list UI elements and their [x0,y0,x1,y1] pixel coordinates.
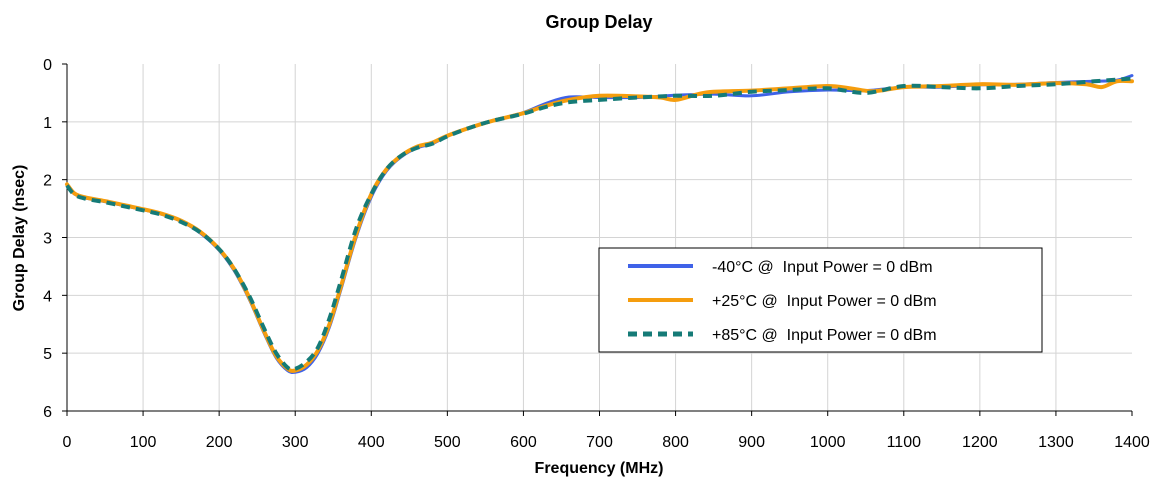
legend-label-3: +85°C @ Input Power = 0 dBm [712,327,937,344]
legend-label-2: +25°C @ Input Power = 0 dBm [712,293,937,310]
y-tick-label: 5 [43,346,52,363]
x-tick-label: 300 [282,434,309,451]
y-axis-title: Group Delay (nsec) [11,165,28,312]
x-tick-label: 1100 [887,434,922,451]
x-tick-label: 700 [586,434,613,451]
series-lines [65,74,1134,375]
y-tick-label: 3 [43,231,52,248]
y-tick-label: 4 [43,288,52,305]
y-tick-label: 1 [43,115,52,132]
chart-title: Group Delay [545,12,652,32]
y-tick-label: 0 [43,57,52,74]
grid [67,64,1132,411]
axes [62,63,1133,416]
x-tick-label: 100 [130,434,157,451]
x-tick-label: 400 [358,434,385,451]
series-line-3 [65,76,1133,372]
x-tick-label: 500 [434,434,461,451]
x-tick-label: 900 [738,434,765,451]
tick-labels: 0 100 200 300 400 500 600 700 800 900 1000 1100 1200… [43,57,1150,451]
x-axis-title: Frequency (MHz) [535,460,664,477]
x-tick-label: 600 [510,434,537,451]
x-tick-label: 1300 [1038,434,1074,451]
x-tick-label: 1000 [810,434,846,451]
x-tick-label: 200 [206,434,233,451]
legend: -40°C @ Input Power = 0 dBm +25°C @ Input… [598,247,1043,353]
x-tick-label: 1200 [962,434,998,451]
x-tick-label: 800 [662,434,689,451]
legend-label-1: -40°C @ Input Power = 0 dBm [712,259,933,276]
y-tick-label: 2 [43,173,52,190]
y-tick-label: 6 [43,404,52,421]
x-tick-label: 0 [63,434,72,451]
x-tick-label: 1400 [1114,434,1150,451]
